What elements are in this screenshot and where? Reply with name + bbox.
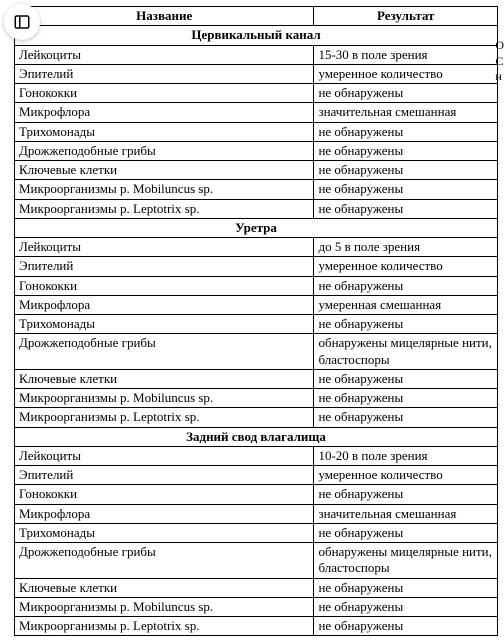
- cell-result: умеренное количество: [314, 64, 498, 83]
- cell-name: Микроорганизмы р. Mobiluncus sp.: [15, 389, 314, 408]
- cell-name: Микроорганизмы р. Leptotrix sp.: [15, 199, 314, 218]
- table-row: Дрожжеподобные грибыне обнаружены: [15, 141, 498, 160]
- cell-name: Микрофлора: [15, 504, 314, 523]
- table-row: Микроорганизмы р. Leptotrix sp.не обнару…: [15, 199, 498, 218]
- cell-result: не обнаружены: [314, 84, 498, 103]
- cell-result: не обнаружены: [314, 141, 498, 160]
- cell-name: Ключевые клетки: [15, 578, 314, 597]
- cell-result: умеренная смешанная: [314, 295, 498, 314]
- frag-0: О: [495, 38, 504, 54]
- sidebar-toggle-badge[interactable]: [4, 4, 40, 40]
- table-row: Ключевые клеткине обнаружены: [15, 369, 498, 388]
- cell-result: не обнаружены: [314, 180, 498, 199]
- sidebar-icon: [13, 13, 31, 31]
- cell-result: не обнаружены: [314, 315, 498, 334]
- table-row: Трихомонадыне обнаружены: [15, 122, 498, 141]
- table-row: Микроорганизмы р. Leptotrix sp.не обнару…: [15, 617, 498, 636]
- section-title: Задний свод влагалища: [15, 427, 498, 446]
- cell-result: умеренное количество: [314, 466, 498, 485]
- cell-result: до 5 в поле зрения: [314, 238, 498, 257]
- cell-name: Лейкоциты: [15, 45, 314, 64]
- cropped-right-column-fragments: О С н: [495, 38, 504, 85]
- table-row: Микрофлораумеренная смешанная: [15, 295, 498, 314]
- cell-name: Эпителий: [15, 64, 314, 83]
- header-result: Результат: [314, 7, 498, 26]
- results-table-container: Название Результат Цервикальный каналЛей…: [14, 6, 498, 636]
- cell-result: умеренное количество: [314, 257, 498, 276]
- table-row: Трихомонадыне обнаружены: [15, 315, 498, 334]
- cell-name: Гонококки: [15, 485, 314, 504]
- cell-name: Эпителий: [15, 466, 314, 485]
- section-header: Задний свод влагалища: [15, 427, 498, 446]
- table-row: Микроорганизмы р. Mobiluncus sp.не обнар…: [15, 389, 498, 408]
- cell-name: Трихомонады: [15, 315, 314, 334]
- table-row: Дрожжеподобные грибыобнаружены мицелярны…: [15, 543, 498, 579]
- cell-result: не обнаружены: [314, 485, 498, 504]
- cell-name: Гонококки: [15, 84, 314, 103]
- cell-name: Лейкоциты: [15, 238, 314, 257]
- header-name: Название: [15, 7, 314, 26]
- cell-name: Микроорганизмы р. Leptotrix sp.: [15, 617, 314, 636]
- cell-result: не обнаружены: [314, 578, 498, 597]
- cell-name: Трихомонады: [15, 122, 314, 141]
- table-row: Ключевые клеткине обнаружены: [15, 578, 498, 597]
- frag-2: н: [495, 69, 504, 85]
- table-row: Лейкоциты10-20 в поле зрения: [15, 446, 498, 465]
- cell-result: не обнаружены: [314, 369, 498, 388]
- cell-result: не обнаружены: [314, 389, 498, 408]
- frag-1: С: [495, 54, 504, 70]
- cell-name: Микрофлора: [15, 103, 314, 122]
- table-row: Гонококкине обнаружены: [15, 276, 498, 295]
- table-row: Гонококкине обнаружены: [15, 84, 498, 103]
- table-row: Лейкоцитыдо 5 в поле зрения: [15, 238, 498, 257]
- table-row: Эпителийумеренное количество: [15, 257, 498, 276]
- table-row: Гонококкине обнаружены: [15, 485, 498, 504]
- table-row: Микрофлоразначительная смешанная: [15, 103, 498, 122]
- cell-name: Эпителий: [15, 257, 314, 276]
- cell-result: не обнаружены: [314, 617, 498, 636]
- table-row: Эпителийумеренное количество: [15, 64, 498, 83]
- cell-result: не обнаружены: [314, 276, 498, 295]
- cell-name: Дрожжеподобные грибы: [15, 334, 314, 370]
- section-header: Цервикальный канал: [15, 26, 498, 45]
- table-row: Ключевые клеткине обнаружены: [15, 161, 498, 180]
- table-row: Микроорганизмы р. Leptotrix sp.не обнару…: [15, 408, 498, 427]
- cell-name: Микроорганизмы р. Leptotrix sp.: [15, 408, 314, 427]
- table-row: Лейкоциты15-30 в поле зрения: [15, 45, 498, 64]
- cell-result: не обнаружены: [314, 199, 498, 218]
- cell-name: Дрожжеподобные грибы: [15, 543, 314, 579]
- section-header: Уретра: [15, 218, 498, 237]
- lab-results-table: Название Результат Цервикальный каналЛей…: [14, 6, 498, 636]
- cell-name: Ключевые клетки: [15, 369, 314, 388]
- cell-name: Лейкоциты: [15, 446, 314, 465]
- table-row: Трихомонадыне обнаружены: [15, 523, 498, 542]
- cell-result: не обнаружены: [314, 597, 498, 616]
- header-row: Название Результат: [15, 7, 498, 26]
- cell-result: 15-30 в поле зрения: [314, 45, 498, 64]
- cell-result: не обнаружены: [314, 523, 498, 542]
- cell-name: Микрофлора: [15, 295, 314, 314]
- cell-result: обнаружены мицелярные нити, бла­стоспоры: [314, 543, 498, 579]
- cell-result: не обнаружены: [314, 122, 498, 141]
- cell-result: значительная смешанная: [314, 504, 498, 523]
- table-row: Микроорганизмы р. Mobiluncus sp.не обнар…: [15, 597, 498, 616]
- table-row: Микроорганизмы р. Mobiluncus sp.не обнар…: [15, 180, 498, 199]
- cell-name: Микроорганизмы р. Mobiluncus sp.: [15, 597, 314, 616]
- cell-result: не обнаружены: [314, 161, 498, 180]
- cell-name: Трихомонады: [15, 523, 314, 542]
- cell-name: Ключевые клетки: [15, 161, 314, 180]
- cell-name: Дрожжеподобные грибы: [15, 141, 314, 160]
- section-title: Уретра: [15, 218, 498, 237]
- table-row: Микрофлоразначительная смешанная: [15, 504, 498, 523]
- section-title: Цервикальный канал: [15, 26, 498, 45]
- cell-result: значительная смешанная: [314, 103, 498, 122]
- table-row: Эпителийумеренное количество: [15, 466, 498, 485]
- cell-result: обнаружены мицелярные нити, бла­стоспоры: [314, 334, 498, 370]
- table-row: Дрожжеподобные грибыобнаружены мицелярны…: [15, 334, 498, 370]
- cell-result: 10-20 в поле зрения: [314, 446, 498, 465]
- cell-name: Микроорганизмы р. Mobiluncus sp.: [15, 180, 314, 199]
- cell-name: Гонококки: [15, 276, 314, 295]
- cell-result: не обнаружены: [314, 408, 498, 427]
